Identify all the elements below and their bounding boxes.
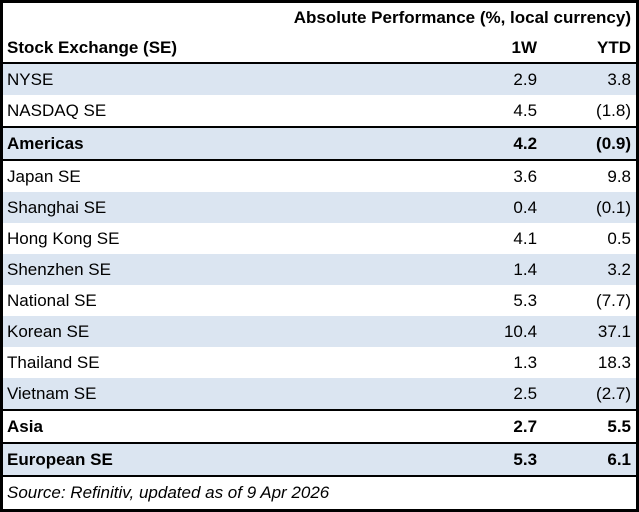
row-label: Hong Kong SE <box>7 228 120 248</box>
cell-ytd: 3.8 <box>607 69 631 89</box>
cell-1w: 5.3 <box>513 449 538 469</box>
table-row-national: National SE 5.3 (7.7) <box>2 285 638 316</box>
table-row-european-summary: European SE 5.3 6.1 <box>1 443 638 476</box>
column-header-1w: 1W <box>444 33 543 64</box>
cell-ytd: (7.7) <box>596 290 631 310</box>
row-label: Korean SE <box>7 321 90 341</box>
source-note-row: Source: Refinitiv, updated as of 9 Apr 2… <box>2 476 638 511</box>
cell-ytd: 37.1 <box>597 321 631 341</box>
cell-1w: 1.3 <box>513 352 538 372</box>
cell-1w: 10.4 <box>503 321 538 341</box>
row-label: NASDAQ SE <box>7 100 107 120</box>
table-row-shenzhen: Shenzhen SE 1.4 3.2 <box>1 254 638 285</box>
row-label: European SE <box>7 449 113 469</box>
table-row-shanghai: Shanghai SE 0.4 (0.1) <box>1 192 638 223</box>
cell-ytd: (1.8) <box>596 100 631 120</box>
table-title: Absolute Performance (%, local currency) <box>293 8 631 27</box>
row-label: Shanghai SE <box>7 197 107 217</box>
table-row-korean: Korean SE 10.4 37.1 <box>1 316 638 347</box>
table-row-vietnam: Vietnam SE 2.5 (2.7) <box>1 378 638 410</box>
cell-ytd: 18.3 <box>597 352 631 372</box>
cell-1w: 2.9 <box>513 69 538 89</box>
table-row-thailand: Thailand SE 1.3 18.3 <box>2 347 638 378</box>
table-title-row: Absolute Performance (%, local currency) <box>2 2 638 34</box>
table-row-hong-kong: Hong Kong SE 4.1 0.5 <box>2 223 638 254</box>
table-row-japan: Japan SE 3.6 9.8 <box>2 160 638 192</box>
cell-ytd: 5.5 <box>607 416 631 436</box>
row-label: National SE <box>7 290 97 310</box>
cell-1w: 4.2 <box>513 133 538 153</box>
row-label: Vietnam SE <box>7 383 97 403</box>
cell-1w: 4.1 <box>513 228 538 248</box>
cell-1w: 2.5 <box>513 383 538 403</box>
cell-ytd: 0.5 <box>607 228 631 248</box>
row-label: Asia <box>7 416 43 436</box>
cell-ytd: 3.2 <box>607 259 631 279</box>
source-note: Source: Refinitiv, updated as of 9 Apr 2… <box>7 483 330 502</box>
row-label: Japan SE <box>7 166 81 186</box>
table-row-nasdaq: NASDAQ SE 4.5 (1.8) <box>2 95 638 127</box>
row-label: Thailand SE <box>7 352 100 372</box>
table-row-asia-summary: Asia 2.7 5.5 <box>1 410 638 443</box>
cell-1w: 1.4 <box>513 259 538 279</box>
cell-1w: 2.7 <box>513 416 538 436</box>
cell-ytd: (0.9) <box>596 133 631 153</box>
column-header-stock-exchange: Stock Exchange (SE) <box>1 33 445 64</box>
cell-1w: 4.5 <box>513 100 538 120</box>
row-label: NYSE <box>7 69 54 89</box>
column-header-row: Stock Exchange (SE) 1W YTD <box>1 33 638 64</box>
column-header-ytd: YTD <box>542 33 638 64</box>
row-label: Shenzhen SE <box>7 259 111 279</box>
cell-ytd: (2.7) <box>596 383 631 403</box>
table-row-nyse: NYSE 2.9 3.8 <box>1 63 638 95</box>
cell-1w: 0.4 <box>513 197 538 217</box>
cell-ytd: 9.8 <box>607 166 631 186</box>
cell-ytd: (0.1) <box>596 197 631 217</box>
row-label: Americas <box>7 133 84 153</box>
table-row-americas-summary: Americas 4.2 (0.9) <box>1 127 638 160</box>
cell-1w: 5.3 <box>513 290 538 310</box>
cell-1w: 3.6 <box>513 166 538 186</box>
cell-ytd: 6.1 <box>607 449 631 469</box>
